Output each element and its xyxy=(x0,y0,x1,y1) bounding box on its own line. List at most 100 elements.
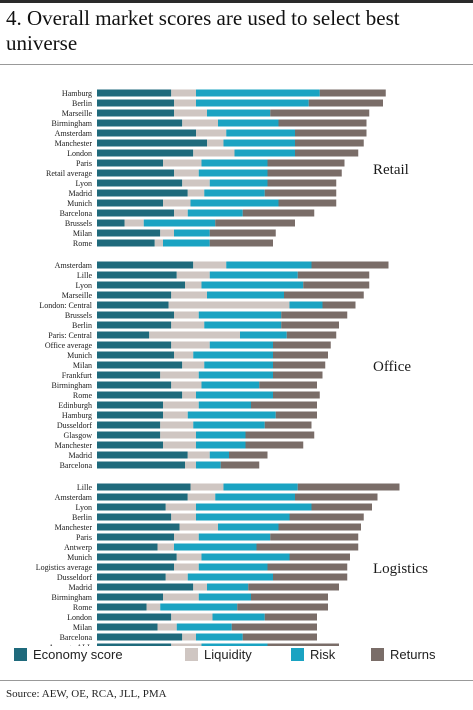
row-label: Barcelona xyxy=(60,633,93,642)
bar-segment-economy xyxy=(97,291,172,299)
bar-segment-risk xyxy=(196,503,312,511)
bar-segment-returns xyxy=(220,461,260,469)
bar-segment-returns xyxy=(267,643,339,646)
bar-segment-economy xyxy=(97,493,188,501)
bar-segment-liquidity xyxy=(171,613,213,621)
bar-segment-returns xyxy=(278,523,361,531)
bar-segment-returns xyxy=(289,513,364,521)
row-label: Paris xyxy=(76,533,92,542)
bar-segment-risk xyxy=(201,159,268,167)
bar-segment-economy xyxy=(97,139,207,147)
bar-segment-returns xyxy=(237,603,328,611)
bar-segment-risk xyxy=(187,411,276,419)
row-label: Madrid xyxy=(68,189,92,198)
bar-segment-returns xyxy=(303,281,370,289)
title-divider xyxy=(0,64,473,65)
bar-segment-liquidity xyxy=(160,229,174,237)
group-label-logistics: Logistics xyxy=(373,561,428,577)
legend-risk: Risk xyxy=(291,645,335,663)
bar-segment-economy xyxy=(97,149,194,157)
bar-segment-liquidity xyxy=(196,129,227,137)
row-label: Marseille xyxy=(62,109,93,118)
legend-label-economy: Economy score xyxy=(33,646,123,662)
legend-swatch-risk xyxy=(291,647,304,661)
bar-segment-economy xyxy=(97,361,183,369)
bar-segment-liquidity xyxy=(124,219,144,227)
bar-segment-risk xyxy=(209,179,268,187)
row-label: Retail average xyxy=(46,169,92,178)
bar-segment-liquidity xyxy=(174,351,194,359)
bar-segment-risk xyxy=(196,89,320,97)
bar-segment-economy xyxy=(97,341,172,349)
row-label: Milan xyxy=(73,623,92,632)
bar-segment-returns xyxy=(275,411,317,419)
bar-segment-risk xyxy=(187,209,243,217)
bar-segment-risk xyxy=(204,361,273,369)
bar-segment-economy xyxy=(97,533,174,541)
bar-segment-economy xyxy=(97,119,183,127)
bar-segment-liquidity xyxy=(163,441,196,449)
row-label: London xyxy=(67,149,92,158)
row-label: Brussels xyxy=(65,219,92,228)
bar-segment-liquidity xyxy=(154,239,163,247)
bar-segment-returns xyxy=(259,381,317,389)
row-label: Logistics average xyxy=(36,563,93,572)
bar-segment-economy xyxy=(97,391,183,399)
bar-segment-risk xyxy=(201,643,268,646)
row-label: Lille xyxy=(77,271,93,280)
bar-segment-economy xyxy=(97,633,183,641)
row-label: Barcelona xyxy=(60,461,93,470)
row-label: Dusseldorf xyxy=(57,573,92,582)
bar-segment-returns xyxy=(245,431,315,439)
bar-segment-risk xyxy=(234,149,295,157)
bar-segment-risk xyxy=(174,543,257,551)
bar-segment-liquidity xyxy=(171,89,196,97)
row-label: Milan xyxy=(73,361,92,370)
bar-segment-returns xyxy=(267,179,337,187)
row-label: Rome xyxy=(73,239,93,248)
bar-segment-liquidity xyxy=(182,179,210,187)
row-label: Rome xyxy=(73,603,93,612)
row-label: Brussels xyxy=(65,311,92,320)
row-label: London xyxy=(67,613,92,622)
row-label: Manchester xyxy=(55,441,93,450)
bar-segment-liquidity xyxy=(171,321,205,329)
bar-segment-returns xyxy=(245,441,304,449)
bar-segment-liquidity xyxy=(190,483,224,491)
row-label: Munich xyxy=(67,199,92,208)
bar-segment-economy xyxy=(97,229,161,237)
row-label: Amsterdam xyxy=(55,261,93,270)
bar-segment-returns xyxy=(311,503,372,511)
bar-segment-liquidity xyxy=(174,99,196,107)
row-label: Marseille xyxy=(62,291,93,300)
row-label: Berlin xyxy=(72,99,92,108)
row-label: Glasgow xyxy=(64,431,93,440)
bar-segment-risk xyxy=(143,219,216,227)
bar-segment-returns xyxy=(278,119,367,127)
row-label: Lyon xyxy=(76,503,92,512)
bar-segment-economy xyxy=(97,89,172,97)
row-label: Madrid xyxy=(68,583,92,592)
bar-segment-risk xyxy=(196,391,273,399)
row-label: Rome xyxy=(73,391,93,400)
bar-segment-liquidity xyxy=(165,573,188,581)
bar-segment-economy xyxy=(97,523,180,531)
row-label: Lille xyxy=(77,483,93,492)
bar-segment-returns xyxy=(273,341,331,349)
bar-segment-risk xyxy=(160,603,238,611)
bar-segment-risk xyxy=(215,493,295,501)
bar-segment-economy xyxy=(97,189,188,197)
row-label: Antwerp xyxy=(64,543,92,552)
bar-segment-economy xyxy=(97,281,185,289)
bar-segment-risk xyxy=(223,139,295,147)
bar-segment-economy xyxy=(97,311,174,319)
row-label: Dusseldorf xyxy=(57,421,92,430)
bar-segment-liquidity xyxy=(176,271,210,279)
bar-segment-risk xyxy=(198,169,268,177)
legend-swatch-economy xyxy=(14,647,27,661)
bar-segment-risk xyxy=(190,199,279,207)
bar-segment-economy xyxy=(97,219,125,227)
bar-segment-risk xyxy=(240,331,287,339)
bar-segment-liquidity xyxy=(163,199,191,207)
bar-segment-economy xyxy=(97,543,158,551)
